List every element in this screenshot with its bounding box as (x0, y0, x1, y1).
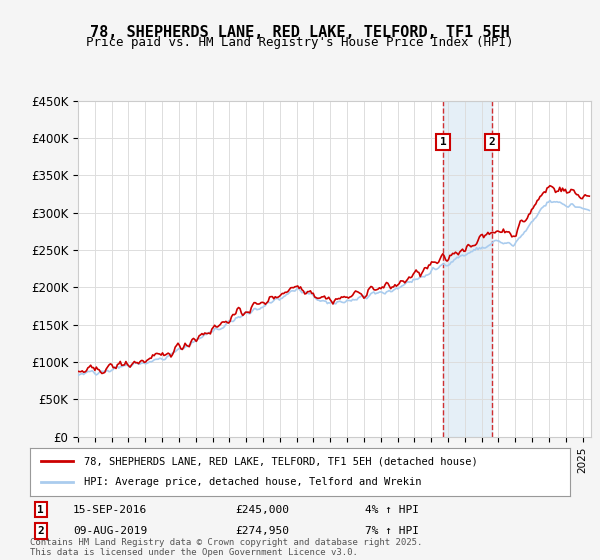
Text: 1: 1 (440, 137, 446, 147)
Text: 09-AUG-2019: 09-AUG-2019 (73, 526, 148, 536)
Text: 7% ↑ HPI: 7% ↑ HPI (365, 526, 419, 536)
Text: 78, SHEPHERDS LANE, RED LAKE, TELFORD, TF1 5EH: 78, SHEPHERDS LANE, RED LAKE, TELFORD, T… (90, 25, 510, 40)
Text: Contains HM Land Registry data © Crown copyright and database right 2025.
This d: Contains HM Land Registry data © Crown c… (30, 538, 422, 557)
Text: HPI: Average price, detached house, Telford and Wrekin: HPI: Average price, detached house, Telf… (84, 477, 421, 487)
Text: 15-SEP-2016: 15-SEP-2016 (73, 505, 148, 515)
Text: 4% ↑ HPI: 4% ↑ HPI (365, 505, 419, 515)
Text: £245,000: £245,000 (235, 505, 289, 515)
Bar (443, 101, 492, 437)
Text: 2: 2 (488, 137, 496, 147)
Text: 2: 2 (37, 526, 44, 536)
Text: £274,950: £274,950 (235, 526, 289, 536)
Text: 78, SHEPHERDS LANE, RED LAKE, TELFORD, TF1 5EH (detached house): 78, SHEPHERDS LANE, RED LAKE, TELFORD, T… (84, 456, 478, 466)
Text: Price paid vs. HM Land Registry's House Price Index (HPI): Price paid vs. HM Land Registry's House … (86, 36, 514, 49)
Text: 1: 1 (37, 505, 44, 515)
